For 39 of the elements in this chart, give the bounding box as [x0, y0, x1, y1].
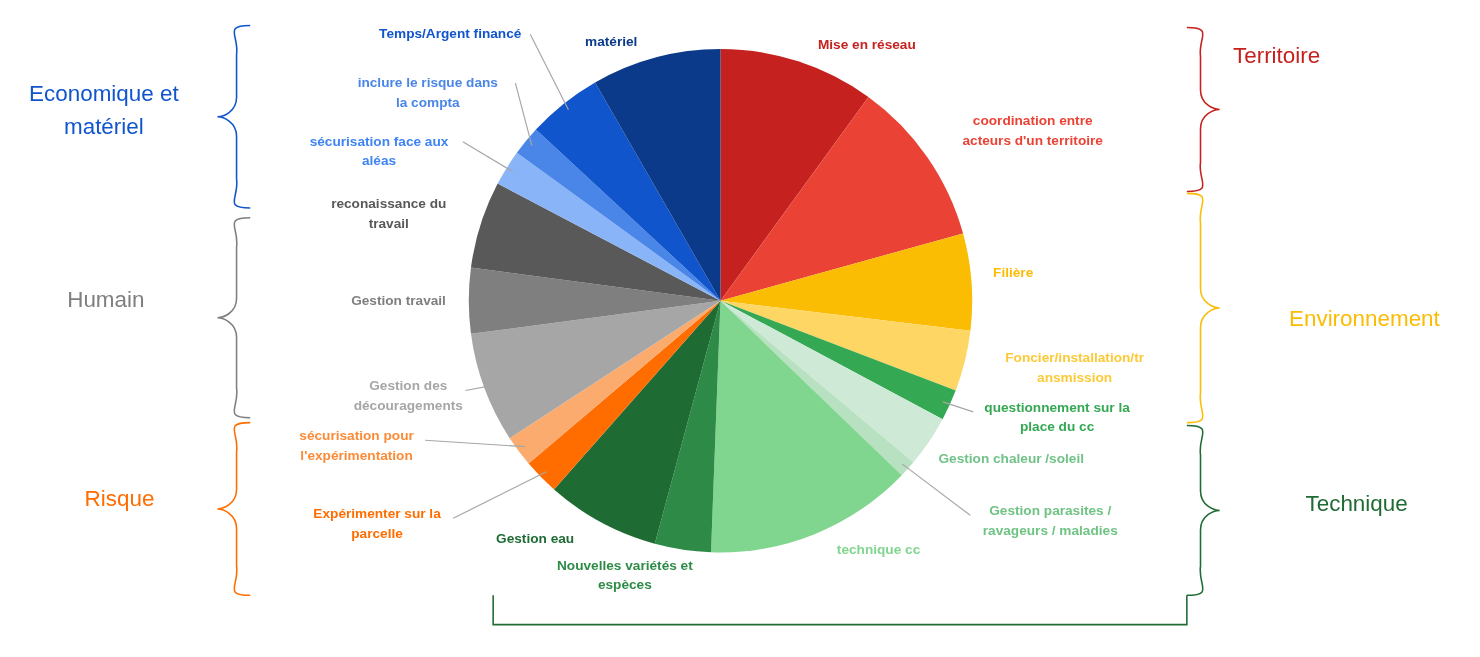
text: Humain: [67, 286, 145, 312]
pie-slice: [720, 48, 869, 301]
slice-label: Expérimenter sur la parcelle: [313, 506, 442, 541]
text: Territoire: [1233, 42, 1321, 68]
pie-slice: [468, 267, 721, 334]
text: Technique: [1305, 491, 1408, 517]
slice-label: Gestion eau: [496, 530, 575, 546]
pie-slice: [720, 97, 964, 301]
pie-slice: [528, 300, 721, 490]
slice-label: questionnement sur la place du cc: [984, 399, 1131, 435]
slice-label: Foncier/installation/transmission: [1005, 350, 1145, 385]
pie-slice: [497, 152, 721, 301]
pie-slice: [720, 300, 956, 420]
slice-label: reconaissance du travail: [331, 196, 447, 231]
slice-label: Gestion chaleur /soleil: [938, 450, 1084, 466]
pie-slice: [535, 82, 721, 301]
slice-label: Gestion travail: [351, 292, 446, 308]
text: Risque: [84, 485, 155, 511]
slice-label: matériel: [585, 34, 638, 50]
slice-label: Filière: [993, 265, 1034, 281]
pie-slice: [509, 300, 721, 464]
pie-slice: [516, 129, 721, 301]
slice-label: inclure le risque dans la compta: [357, 75, 499, 110]
pie-slice: [720, 300, 914, 476]
slice-label: Gestion parasites / ravageurs / maladies: [982, 503, 1119, 538]
slice-label: Temps/Argent financé: [379, 26, 522, 42]
pie-slice: [720, 233, 973, 331]
text: Economique et matériel: [29, 80, 180, 139]
pie-slice: [595, 48, 721, 301]
slice-label: technique cc: [836, 542, 921, 558]
slice-label: Mise en réseau: [817, 36, 916, 52]
slice-label: Nouvelles variétés et espèces: [557, 557, 694, 593]
text: Environnement: [1289, 306, 1441, 332]
slice-label: sécurisation face aux aléas: [309, 133, 449, 169]
pie-slice: [720, 300, 971, 391]
slice-label: sécurisation pour l'expérimentation: [299, 428, 415, 463]
slice-label: Gestion des découragements: [353, 378, 464, 413]
slice-label: coordination entre acteurs d'un territoire: [962, 113, 1104, 148]
pie-slice: [470, 183, 721, 301]
